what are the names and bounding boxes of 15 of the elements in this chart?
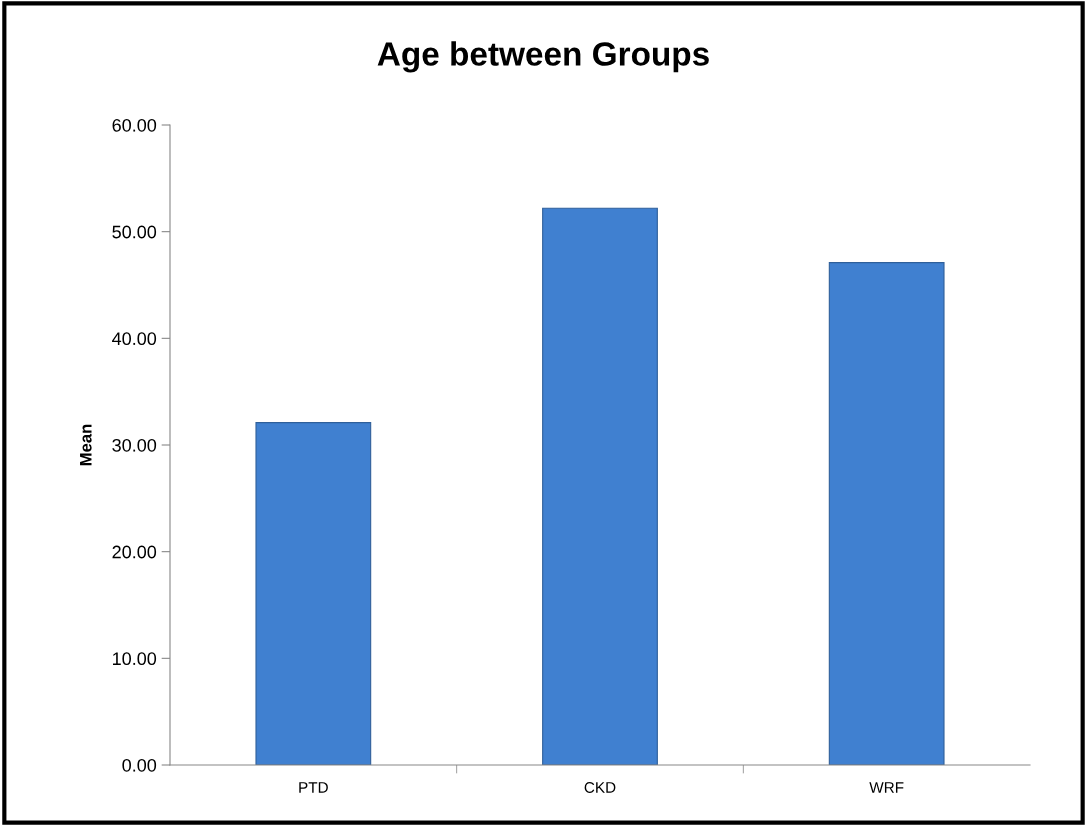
chart-title: Age between Groups (377, 41, 709, 73)
y-tick-label: 40.00 (112, 332, 157, 346)
y-tick-label: 0.00 (122, 758, 157, 772)
y-tick-label: 20.00 (112, 545, 157, 559)
y-axis-title: Mean (80, 424, 92, 466)
y-tick-label: 50.00 (112, 225, 157, 239)
x-tick-label: PTD (299, 782, 328, 793)
x-tick-label: WRF (869, 782, 904, 793)
bar (542, 207, 658, 765)
x-tick-label: CKD (584, 782, 616, 793)
y-tick-label: 10.00 (113, 652, 157, 666)
y-tick-label: 30.00 (112, 438, 157, 452)
bar (828, 262, 945, 765)
bar (255, 422, 372, 765)
y-tick-label: 60.00 (112, 118, 157, 132)
